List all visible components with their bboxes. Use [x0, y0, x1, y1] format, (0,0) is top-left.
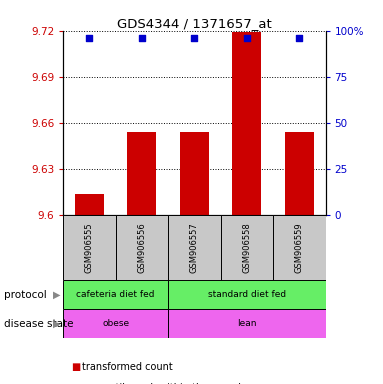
Text: ▶: ▶	[53, 318, 61, 329]
Text: obese: obese	[102, 319, 129, 328]
Bar	[168, 280, 326, 309]
Text: GSM906557: GSM906557	[190, 222, 199, 273]
Bar	[63, 309, 168, 338]
Bar	[232, 32, 261, 215]
Text: cafeteria diet fed: cafeteria diet fed	[77, 290, 155, 299]
Bar	[180, 132, 209, 215]
Bar	[116, 215, 168, 280]
Text: transformed count: transformed count	[82, 362, 173, 372]
Text: GSM906555: GSM906555	[85, 222, 94, 273]
Title: GDS4344 / 1371657_at: GDS4344 / 1371657_at	[117, 17, 272, 30]
Bar	[75, 194, 104, 215]
Bar	[273, 215, 326, 280]
Bar	[168, 309, 326, 338]
Bar	[285, 132, 314, 215]
Text: protocol: protocol	[4, 290, 47, 300]
Point	[86, 35, 93, 41]
Text: disease state: disease state	[4, 318, 73, 329]
Point	[139, 35, 145, 41]
Text: ▶: ▶	[53, 290, 61, 300]
Bar	[63, 280, 168, 309]
Bar	[128, 132, 156, 215]
Bar	[63, 215, 116, 280]
Text: standard diet fed: standard diet fed	[208, 290, 286, 299]
Text: GSM906559: GSM906559	[295, 222, 304, 273]
Point	[192, 35, 198, 41]
Text: GSM906556: GSM906556	[137, 222, 146, 273]
Text: lean: lean	[237, 319, 257, 328]
Point	[244, 35, 250, 41]
Bar	[221, 215, 273, 280]
Text: ■: ■	[71, 383, 80, 384]
Text: ■: ■	[71, 362, 80, 372]
Text: percentile rank within the sample: percentile rank within the sample	[82, 383, 247, 384]
Text: GSM906558: GSM906558	[242, 222, 251, 273]
Point	[296, 35, 303, 41]
Bar	[168, 215, 221, 280]
